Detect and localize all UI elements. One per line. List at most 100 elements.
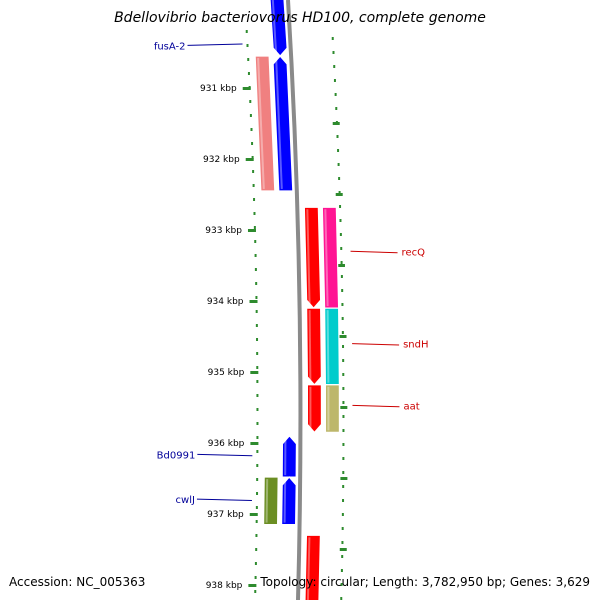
label-leader-line (197, 453, 253, 457)
ruler-dot (256, 436, 259, 439)
minor-tick (332, 122, 340, 125)
ruler-dot (256, 492, 259, 495)
minor-tick (339, 335, 347, 338)
ruler-dot (256, 422, 259, 425)
gene-highlight (283, 479, 287, 523)
ruler-dot (256, 394, 259, 397)
major-tick (242, 87, 251, 90)
ruler-dot (342, 373, 345, 376)
ruler-dot (256, 366, 259, 369)
ruler-dot (342, 387, 345, 390)
gene-label[interactable]: Bd0991 (157, 450, 196, 461)
gene-label[interactable]: aat (403, 401, 419, 412)
gene-features (254, 0, 341, 600)
label-leader-line (187, 43, 243, 46)
tick-label: 931 kbp (200, 84, 237, 94)
ruler-dot (342, 401, 345, 404)
ruler-dot (335, 107, 338, 110)
gene-highlight (324, 209, 329, 307)
ruler-dot (341, 331, 344, 334)
major-tick (247, 229, 256, 232)
gene-arrow[interactable] (272, 55, 294, 192)
gene-label[interactable]: recQ (402, 247, 426, 258)
scale-ticks: 931 kbp 932 kbp 933 kbp 934 kbp 935 kbp 936 k… (200, 84, 348, 591)
minor-tick (340, 477, 348, 480)
ruler-dotted-lines (245, 30, 345, 600)
ruler-dot (340, 275, 343, 278)
ruler-dot (247, 72, 250, 75)
ruler-dot (245, 30, 248, 33)
ruler-dot (255, 506, 258, 509)
ruler-dot (246, 44, 249, 47)
ruler-dot (253, 226, 256, 229)
ruler-dot (342, 345, 345, 348)
ruler-dot (256, 408, 259, 411)
ruler-dot (341, 555, 344, 558)
ruler-dot (254, 590, 257, 593)
ruler-dot (251, 142, 254, 145)
ruler-dot (333, 79, 336, 82)
gene-label[interactable]: cwlJ (176, 495, 195, 506)
ruler-dot (341, 303, 344, 306)
major-tick (248, 584, 257, 587)
tick-label: 934 kbp (207, 297, 244, 307)
gene-arrow[interactable] (324, 384, 341, 433)
ruler-dot (256, 338, 259, 341)
ruler-dot (254, 254, 257, 257)
ruler-dot (336, 135, 339, 138)
ruler-dot (342, 443, 345, 446)
label-leader-line (350, 250, 398, 254)
gene-arrow[interactable] (303, 206, 322, 310)
gene-highlight (326, 310, 330, 383)
gene-labels: fusA-2 recQ sndH aat Bd0991 cwlJ (154, 41, 429, 506)
ruler-dot (256, 478, 259, 481)
ruler-dot (339, 219, 342, 222)
gene-arrow[interactable] (304, 534, 322, 600)
ruler-dot (334, 93, 337, 96)
gene-highlight (308, 310, 312, 383)
genome-backbone-arc (286, 0, 303, 600)
ruler-dot (252, 170, 255, 173)
major-tick (245, 158, 254, 161)
ruler-dot (331, 37, 334, 40)
ruler-dot (338, 177, 341, 180)
ruler-dot (249, 100, 252, 103)
tick-label: 933 kbp (205, 226, 242, 236)
ruler-dot (341, 527, 344, 530)
label-leader-line (352, 343, 400, 346)
ruler-dot (255, 282, 258, 285)
ruler-dot (251, 156, 254, 159)
ruler-dot (254, 268, 257, 271)
ruler-dot (253, 198, 256, 201)
gene-arrow[interactable] (306, 384, 323, 434)
gene-arrow[interactable] (269, 0, 288, 57)
gene-label[interactable]: fusA-2 (154, 41, 186, 52)
gene-label[interactable]: sndH (403, 340, 428, 351)
ruler-dot (333, 65, 336, 68)
gene-arrow[interactable] (262, 476, 279, 526)
minor-tick (337, 264, 345, 267)
gene-arrow[interactable] (254, 55, 276, 192)
ruler-dot (254, 576, 257, 579)
ruler-dot (255, 534, 258, 537)
gene-highlight (275, 58, 283, 189)
ruler-dot (337, 149, 340, 152)
ruler-dot (255, 548, 258, 551)
gene-highlight (271, 0, 278, 55)
gene-highlight (265, 479, 269, 523)
ruler-dot (342, 415, 345, 418)
ruler-dot (256, 380, 259, 383)
gene-arrow[interactable] (280, 476, 297, 526)
minor-tick (340, 406, 348, 409)
ruler-dot (342, 429, 345, 432)
ruler-dot (339, 233, 342, 236)
tick-label: 936 kbp (208, 439, 245, 449)
major-tick (250, 371, 259, 374)
ruler-dot (342, 471, 345, 474)
ruler-dot (247, 58, 250, 61)
ruler-dot (338, 191, 341, 194)
gene-arrow[interactable] (306, 307, 322, 386)
major-tick (250, 442, 259, 445)
ruler-dot (341, 513, 344, 516)
ruler-dot (342, 457, 345, 460)
